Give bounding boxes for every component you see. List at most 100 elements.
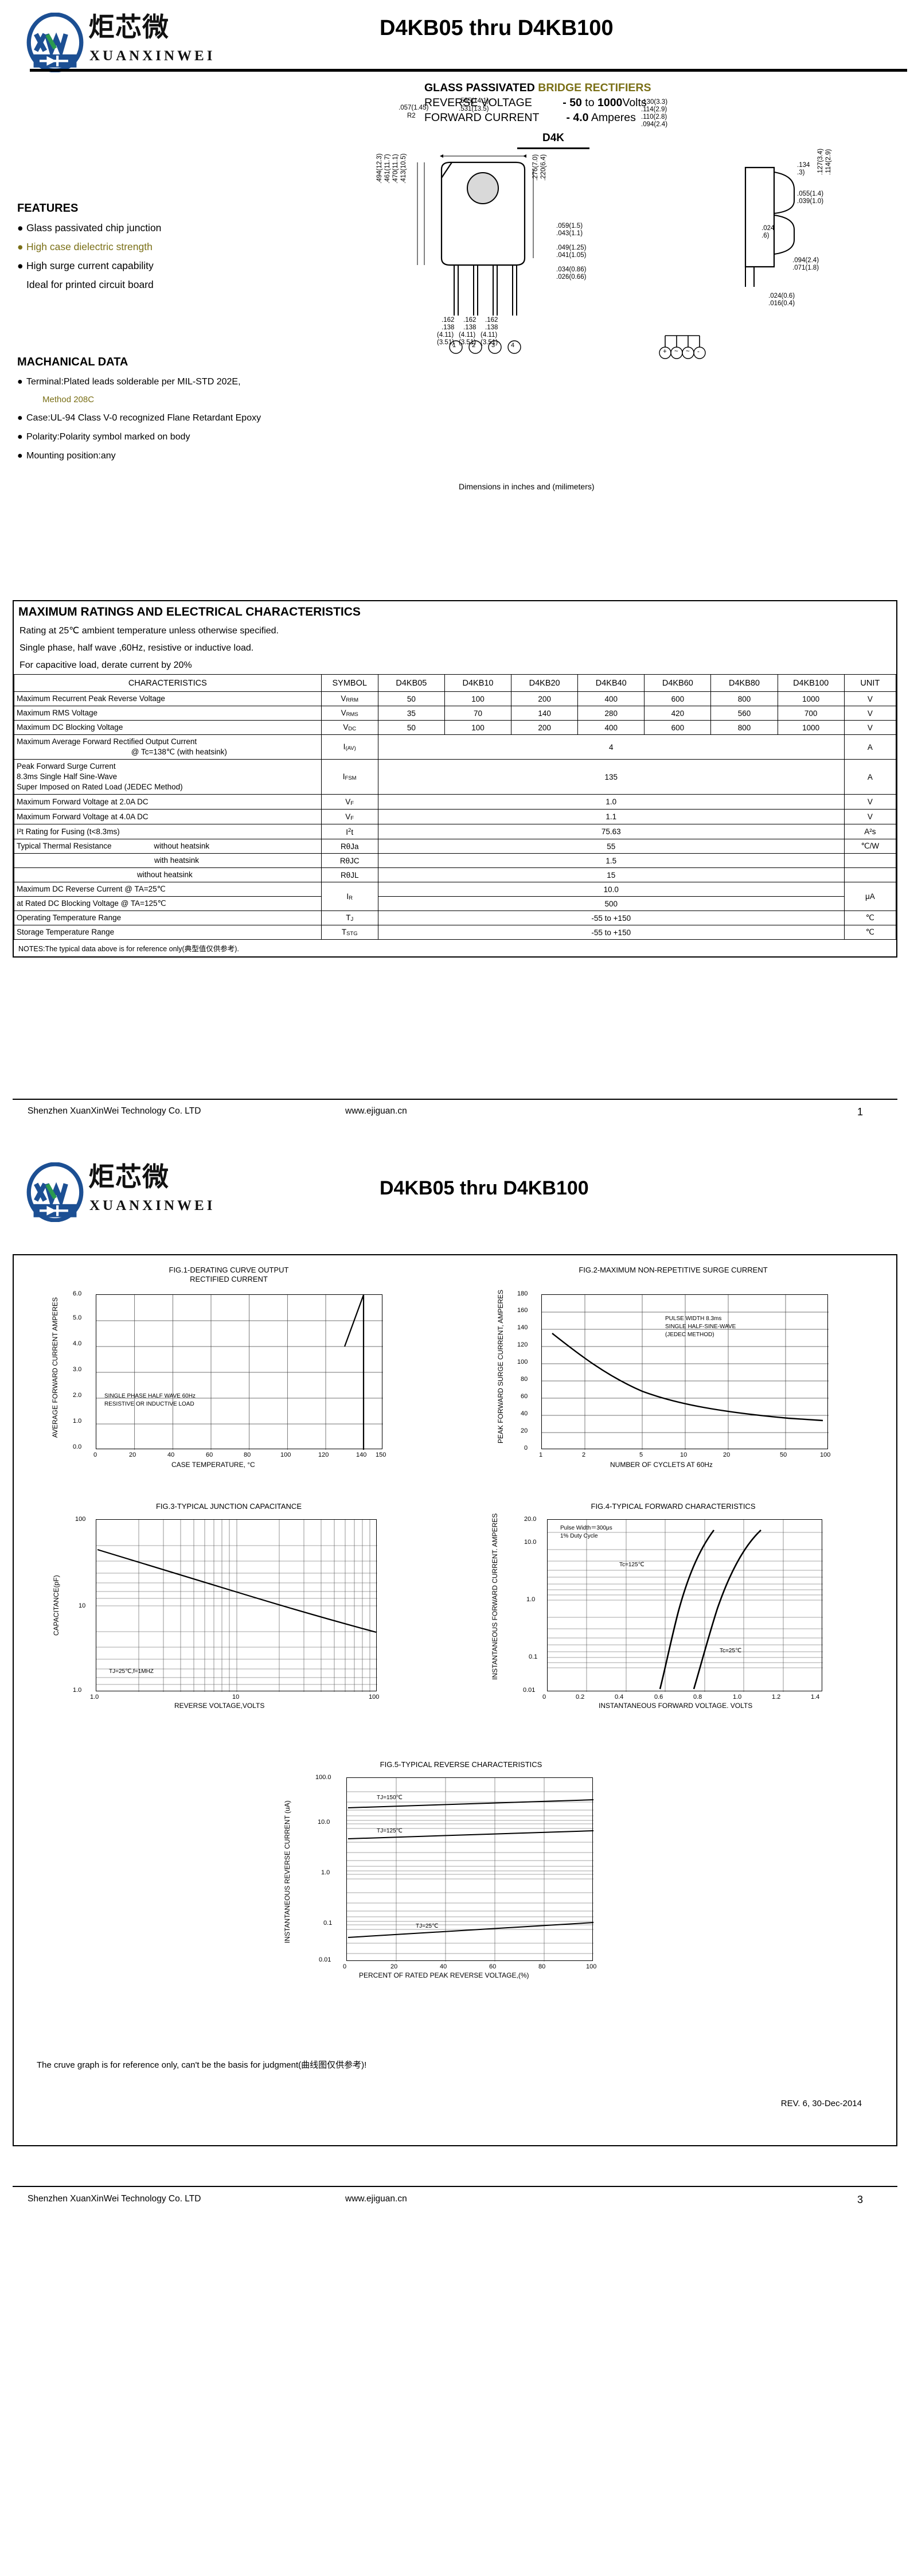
row-value: -55 to +150 — [377, 925, 845, 940]
dim-label: R2 — [407, 112, 416, 119]
fig1-xtick: 140 — [356, 1452, 367, 1458]
dim-label: .276(7.0) — [532, 154, 539, 181]
pin-number-2: 2 — [472, 342, 476, 349]
mechanical-sub-label: Method 208C — [42, 395, 95, 404]
table-row: Maximum Average Forward Rectified Output… — [14, 734, 897, 760]
col-d4kb60: D4KB60 — [644, 674, 712, 692]
feature-item: ● Glass passivated chip junction — [17, 221, 264, 235]
row-value: 135 — [377, 759, 845, 795]
bullet-dot-icon: ● — [17, 432, 23, 442]
bullet-dot-icon: ● — [17, 222, 24, 234]
row-symbol: RθJC — [321, 853, 378, 868]
mechanical-label: Polarity:Polarity symbol marked on body — [26, 432, 190, 442]
dim-label: .043(1.1) — [556, 230, 583, 237]
reverse-voltage-dash: - — [563, 96, 567, 109]
row-value: -55 to +150 — [377, 910, 845, 925]
row-value: 1000 — [777, 720, 845, 735]
dim-label: .6) — [761, 232, 770, 239]
fig1-xtick: 20 — [129, 1452, 136, 1458]
fig5-xtick: 60 — [489, 1963, 497, 1970]
fig1-xtick: 40 — [167, 1452, 175, 1458]
characteristic-curves-container: FIG.1-DERATING CURVE OUTPUT RECTIFIED CU… — [13, 1254, 897, 2146]
revision-label: REV. 6, 30-Dec-2014 — [780, 2099, 862, 2108]
fig1-xlabel: CASE TEMPERATURE, °C — [171, 1461, 255, 1469]
row-name: at Rated DC Blocking Voltage @ TA=125℃ — [14, 896, 322, 911]
row-unit: A²s — [843, 824, 897, 839]
row-unit: ℃/W — [843, 839, 897, 854]
row-symbol: RθJa — [321, 839, 378, 854]
dim-label: .494(12.3) — [376, 153, 383, 184]
dim-label: .094(2.4) — [641, 121, 668, 128]
row-unit: A — [843, 734, 897, 760]
mechanical-item: ● Mounting position:any — [17, 449, 287, 463]
fig2-curve — [542, 1295, 829, 1450]
dim-label: .039(1.0) — [797, 198, 824, 205]
mechanical-item: ● Terminal:Plated leads solderable per M… — [17, 375, 287, 389]
package-code-label: D4K — [517, 132, 589, 149]
dim-label: (4.11) — [459, 332, 476, 338]
fig5-ytick: 0.1 — [323, 1920, 333, 1927]
fig4-annotation-tc25: Tc=25℃ — [720, 1648, 742, 1654]
row-value: 75.63 — [377, 824, 845, 839]
fig3-xlabel: REVERSE VOLTAGE,VOLTS — [174, 1702, 265, 1710]
footer-url[interactable]: www.ejiguan.cn — [345, 2194, 407, 2204]
drawing-units-note: Dimensions in inches and (milimeters) — [459, 482, 595, 491]
dim-label: .162 — [485, 317, 498, 324]
dim-label: .110(2.8) — [641, 114, 667, 120]
row-name-line1: Maximum Average Forward Rectified Output… — [17, 737, 197, 746]
row-value: 200 — [511, 720, 579, 735]
fig2-ytick: 80 — [521, 1376, 528, 1383]
dim-label: .127(3.4) — [817, 148, 824, 175]
row-unit: A — [843, 759, 897, 795]
package-drawing: .057(1.45) R2 .555(14.1) .531(13.5) .130… — [270, 98, 895, 499]
row-name: I²t Rating for Fusing (t<8.3ms) — [14, 824, 322, 839]
fig5-xtick: 40 — [440, 1963, 447, 1970]
table-row: Peak Forward Surge Current 8.3ms Single … — [14, 759, 897, 795]
col-d4kb20: D4KB20 — [511, 674, 579, 692]
fig2-ytick: 160 — [517, 1307, 528, 1314]
fig1-ylabel: AVERAGE FORWARD CURRENT AMPERES — [51, 1297, 59, 1438]
row-symbol: I2t — [321, 824, 378, 839]
row-symbol: VF — [321, 809, 378, 824]
row-value: 800 — [710, 720, 778, 735]
terminal-symbol: ~ — [686, 348, 690, 355]
row-value: 600 — [644, 691, 712, 706]
row-value: 4 — [377, 734, 845, 760]
row-name: without heatsink — [14, 867, 322, 882]
row-unit: ℃ — [843, 925, 897, 940]
fig2-annotation-line3: (JEDEC METHOD) — [665, 1332, 714, 1338]
figure-5: FIG.5-TYPICAL REVERSE CHARACTERISTICS — [232, 1760, 690, 2013]
dim-label: .049(1.25) — [556, 244, 587, 251]
fig2-xtick: 20 — [723, 1452, 731, 1458]
fig3-xtick: 10 — [232, 1694, 240, 1701]
fig1-ytick: 2.0 — [73, 1392, 82, 1399]
fig2-title: FIG.2-MAXIMUM NON-REPETITIVE SURGE CURRE… — [579, 1266, 768, 1274]
package-outline-drawing — [417, 154, 795, 359]
col-d4kb05: D4KB05 — [377, 674, 445, 692]
fig1-ytick: 6.0 — [73, 1290, 82, 1297]
fig5-title: FIG.5-TYPICAL REVERSE CHARACTERISTICS — [380, 1760, 542, 1769]
pin-number-1: 1 — [452, 342, 456, 349]
fig5-ytick: 10.0 — [318, 1819, 330, 1826]
row-value: 280 — [577, 706, 645, 721]
footer-company: Shenzhen XuanXinWei Technology Co. LTD — [28, 1106, 201, 1116]
table-row: Storage Temperature Range TSTG -55 to +1… — [14, 925, 897, 940]
dim-label: .026(0.66) — [556, 274, 587, 281]
reverse-voltage-min: 50 — [569, 96, 582, 109]
fig2-plot-area: PULSE WIDTH 8.3ms SINGLE HALF-SINE-WAVE … — [541, 1294, 829, 1450]
fig2-ylabel: PEAK FORWARD SURGE CURRENT, AMPERES — [497, 1289, 505, 1443]
dim-label: .138 — [485, 324, 498, 331]
fig4-title: FIG.4-TYPICAL FORWARD CHARACTERISTICS — [591, 1502, 756, 1511]
table-row: Maximum Forward Voltage at 4.0A DC VF 1.… — [14, 809, 897, 824]
terminal-symbol: + — [663, 348, 667, 355]
footer-url[interactable]: www.ejiguan.cn — [345, 1106, 407, 1116]
fig5-plot-area: TJ=150℃ TJ=125℃ TJ=25℃ — [346, 1777, 594, 1962]
page-title: D4KB05 thru D4KB100 — [380, 16, 614, 40]
fig1-ytick: 4.0 — [73, 1340, 82, 1347]
bullet-dot-icon: ● — [17, 451, 23, 461]
footer-page-number: 1 — [857, 1106, 863, 1118]
row-symbol: IFSM — [321, 759, 378, 795]
row-value: 700 — [777, 706, 845, 721]
fig2-xlabel: NUMBER OF CYCLETS AT 60Hz — [610, 1461, 713, 1469]
ratings-table-container: MAXIMUM RATINGS AND ELECTRICAL CHARACTER… — [13, 600, 897, 958]
